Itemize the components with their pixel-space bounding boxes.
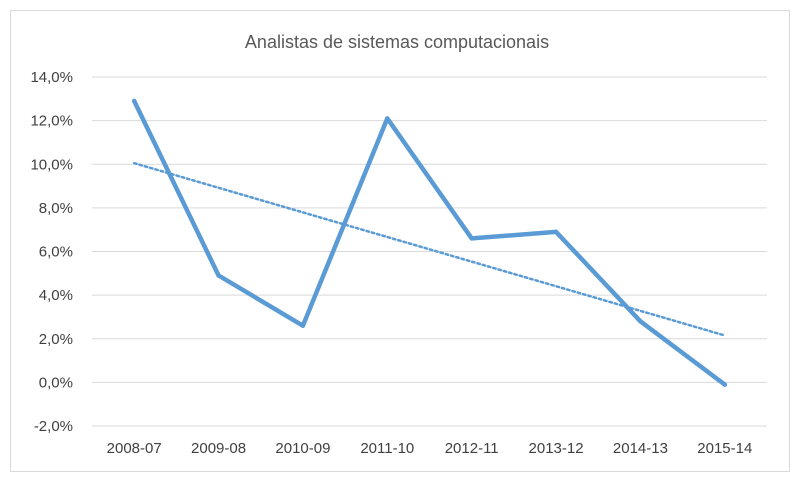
y-tick-label: 10,0% [30,156,73,173]
y-tick-label: -2,0% [34,418,73,435]
x-tick-label: 2013-12 [529,440,584,457]
chart-title: Analistas de sistemas computacionais [245,32,549,52]
y-tick-label: 4,0% [39,287,73,304]
y-tick-label: 14,0% [30,69,73,86]
x-tick-label: 2008-07 [107,440,162,457]
data-point [722,382,728,387]
y-axis-ticks: -2,0% 0,0% 2,0% 4,0% 6,0% 8,0% 10,0% 12,0% 14,0% [30,69,73,435]
y-tick-label: 6,0% [39,244,73,261]
trendline [132,161,727,337]
gridlines [92,76,767,427]
y-tick-label: 2,0% [39,331,73,348]
data-point [216,273,221,278]
x-tick-label: 2015-14 [697,440,752,457]
x-tick-label: 2010-09 [275,440,330,457]
x-axis-ticks: 2008-07 2009-08 2010-09 2011-10 2012-11 2013-… [107,440,753,457]
data-point [469,236,474,241]
x-tick-label: 2009-08 [191,440,246,457]
trendline-group [132,161,727,337]
data-point [300,323,306,328]
series-line [131,98,728,387]
data-point [638,319,643,324]
x-tick-label: 2012-11 [445,440,499,457]
data-point [131,98,137,104]
data-point [385,116,390,121]
y-tick-label: 0,0% [39,374,73,391]
y-tick-label: 8,0% [39,200,73,217]
y-tick-label: 12,0% [30,113,73,130]
data-point [553,229,559,235]
series-group [131,98,728,387]
x-tick-label: 2011-10 [360,440,414,457]
x-tick-label: 2014-13 [613,440,668,457]
